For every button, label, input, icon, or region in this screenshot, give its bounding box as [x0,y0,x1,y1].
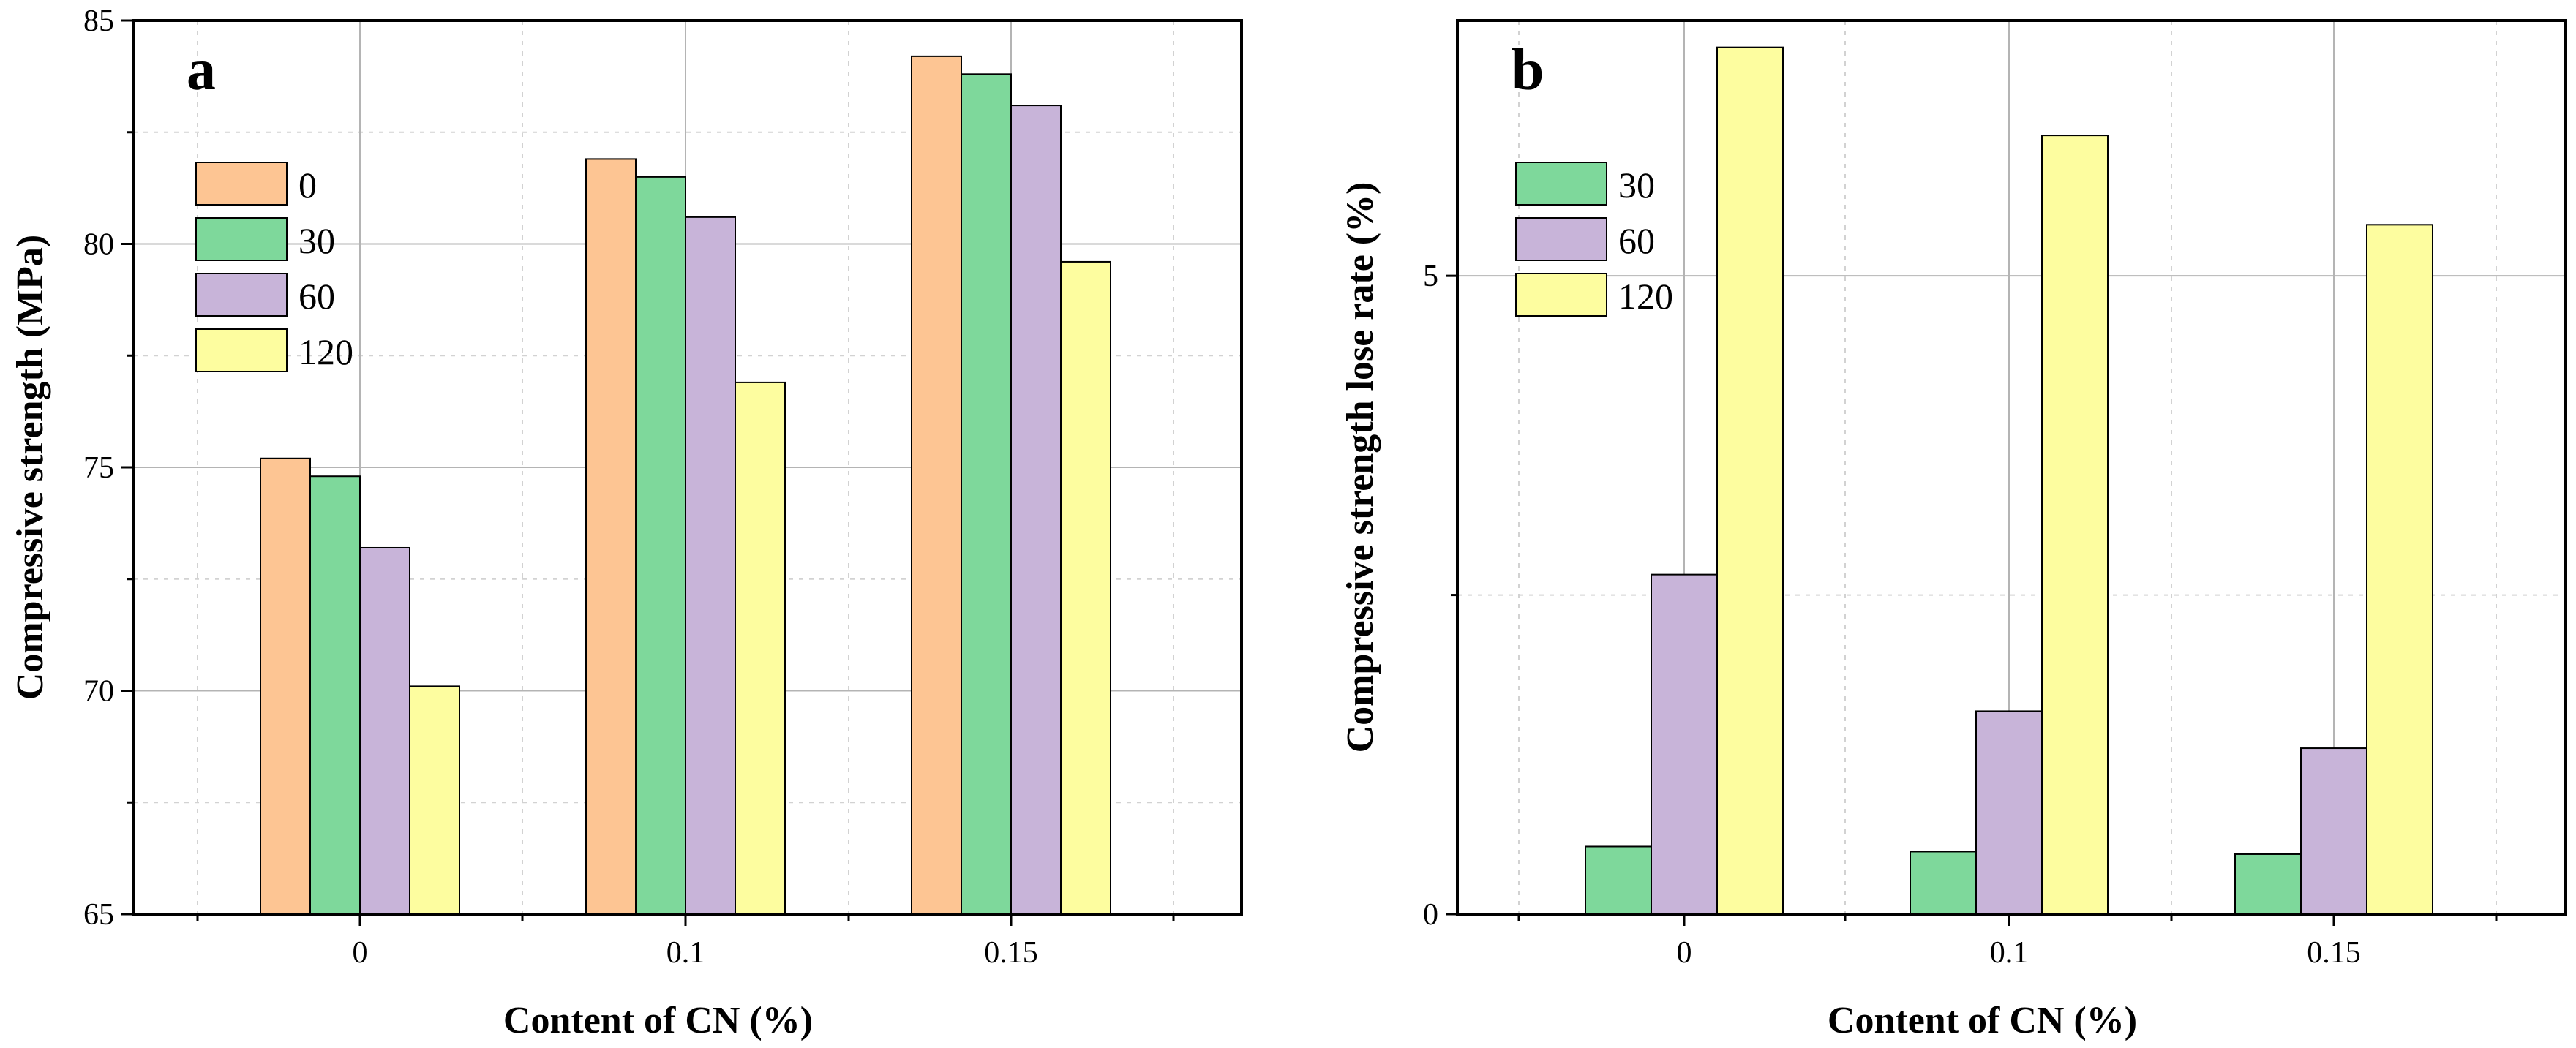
x-axis: 0 0.1 0.15 [196,914,1175,970]
legend-label-30: 30 [1618,165,1655,206]
x-tick-label: 0 [1677,936,1692,970]
x-tick-label: 0.15 [984,936,1038,970]
legend-label-60: 60 [298,276,335,317]
bar-series-60-cat-0 [1651,573,1718,915]
bar-series-30-cat-0 [309,475,361,915]
bar-series-60-cat-0 [359,546,410,915]
x-tick-label: 0 [353,936,368,970]
x-axis: 0 0.1 0.15 [1517,914,2498,970]
x-tick-label: 0.1 [1990,936,2029,970]
x-tick-label: 0.15 [2307,936,2361,970]
bar-series-120-cat-0.15 [1060,260,1111,915]
y-axis-label: Compressive strength lose rate (%) [1340,182,1381,753]
bar-series-120-cat-0.15 [2366,224,2433,916]
y-tick-label: 70 [83,675,114,709]
y-tick-label: 75 [83,451,114,485]
bar-series-0-cat-0 [260,457,311,915]
bar-series-30-cat-0.15 [961,73,1012,916]
bars [260,55,1111,916]
bar-series-0-cat-0.1 [585,158,637,915]
bar-series-60-cat-0.15 [1010,105,1062,916]
bar-series-60-cat-0.15 [2300,747,2367,915]
y-tick-label: 65 [83,898,114,932]
bar-series-120-cat-0.1 [2041,135,2109,916]
legend-label-120: 120 [298,331,353,372]
y-tick-label: 0 [1423,898,1438,932]
x-axis-label: Content of CN (%) [1828,1000,2137,1041]
legend-swatch-60 [1515,217,1607,261]
panel-label: b [1512,38,1544,102]
y-axis: 05 [1423,260,1457,932]
bar-series-120-cat-0.1 [735,381,786,915]
bar-series-30-cat-0 [1585,845,1652,916]
y-axis: 65 70 75 80 85 [83,4,133,932]
chart-panel-a: 65 70 75 80 85 0 0.1 0.15 Content of CN (%) Compr… [10,4,1243,1041]
bar-series-120-cat-0 [1716,46,1784,915]
x-tick-label: 0.1 [666,936,705,970]
legend-label-30: 30 [298,220,335,261]
plot-frame [1456,19,2567,916]
bar-series-60-cat-0.1 [1975,710,2043,916]
bars [1585,46,2433,916]
bar-series-30-cat-0.1 [635,176,686,916]
legend-swatch-60 [195,273,288,317]
bar-series-30-cat-0.15 [2234,853,2302,915]
y-tick-label: 5 [1423,260,1438,293]
bar-series-60-cat-0.1 [685,216,736,915]
legend-swatch-30 [195,217,288,261]
legend: 30 60 120 [1515,162,1673,317]
legend-swatch-120 [1515,273,1607,317]
y-tick-label: 85 [83,4,114,38]
y-axis-label: Compressive strength (MPa) [10,235,51,700]
legend-swatch-0 [195,162,288,206]
bar-series-120-cat-0 [409,685,460,915]
legend-label-60: 60 [1618,220,1655,261]
legend-swatch-30 [1515,162,1607,206]
bar-series-0-cat-0.15 [911,55,962,915]
y-tick-label: 80 [83,228,114,262]
legend-label-120: 120 [1618,276,1673,317]
legend-swatch-120 [195,328,288,372]
legend-label-0: 0 [298,165,317,206]
bar-series-30-cat-0.1 [1910,851,1977,915]
legend: 0 30 60 120 [195,162,353,372]
x-axis-label: Content of CN (%) [503,1000,813,1041]
panel-label: a [187,38,216,102]
